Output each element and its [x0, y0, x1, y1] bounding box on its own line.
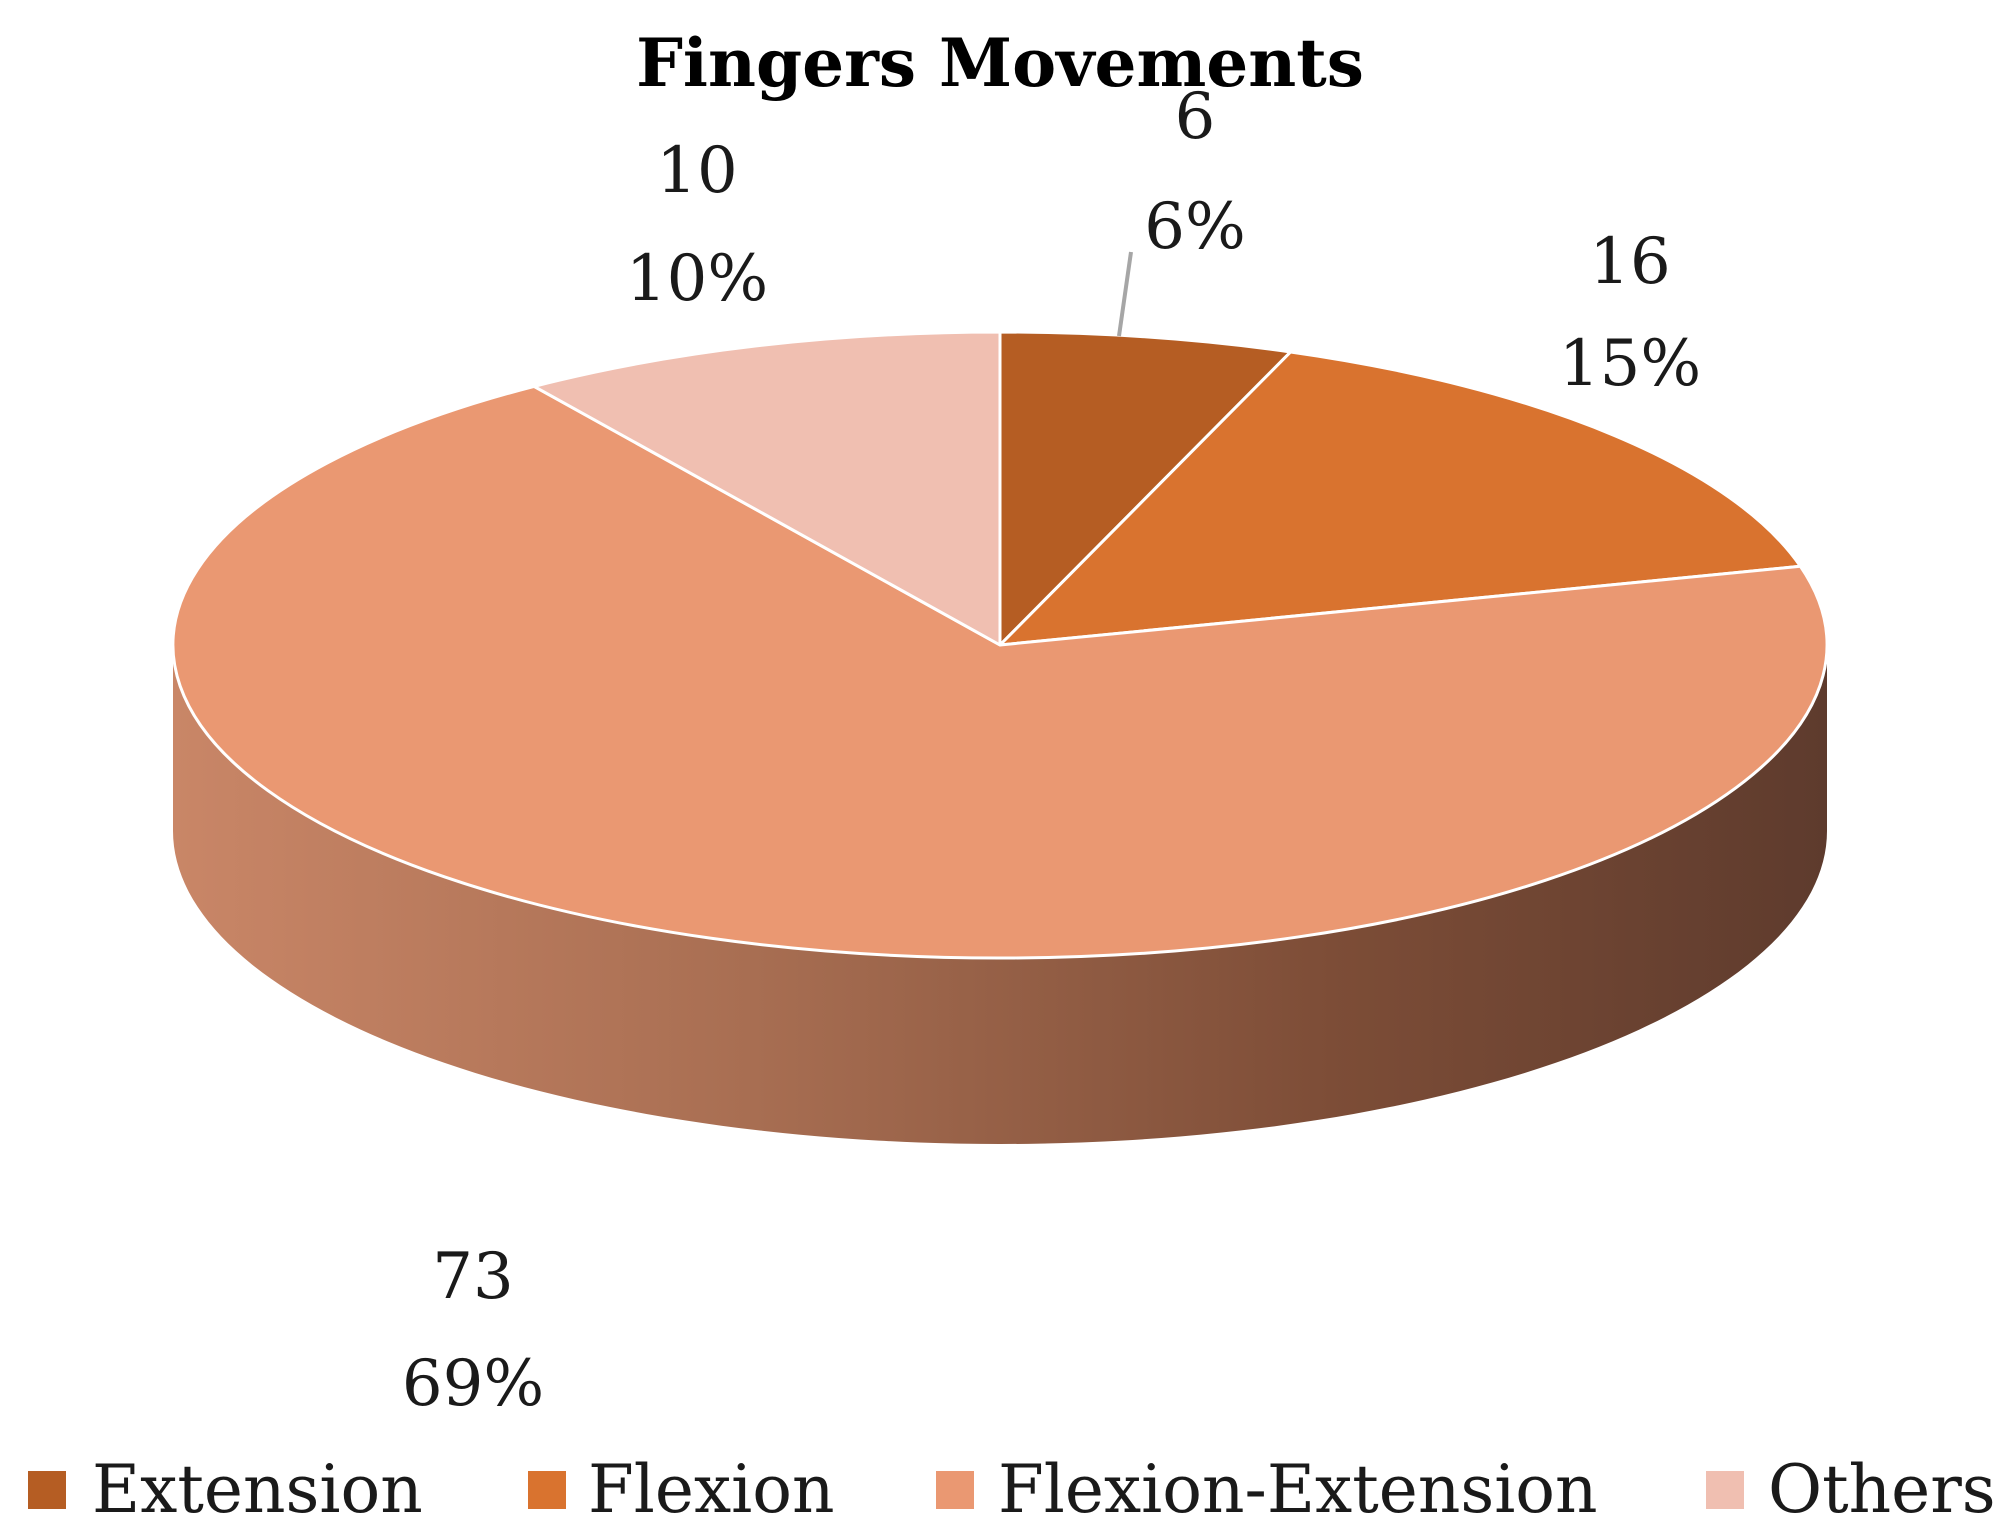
pie-slice-others	[532, 330, 1002, 647]
percent-label-extension: 6%	[1144, 190, 1246, 264]
chart-title: Fingers Movements	[636, 24, 1364, 102]
legend-swatch-flexion-extension	[936, 1471, 974, 1509]
percent-label-flexion-extension: 69%	[402, 1347, 544, 1421]
percent-label-others: 10%	[626, 242, 768, 316]
legend-swatch-flexion	[528, 1471, 566, 1509]
leader-lines	[1117, 251, 1133, 337]
pie-side-flexion-extension	[173, 645, 1827, 1144]
legend-swatch-others	[1706, 1471, 1744, 1509]
legend-swatch-extension	[28, 1471, 66, 1509]
pie-top-slices	[171, 330, 1829, 960]
legend-label-flexion-extension: Flexion-Extension	[998, 1451, 1598, 1528]
value-label-others: 10	[656, 134, 737, 208]
legend: Extension Flexion Flexion-Extension Others	[28, 1451, 1996, 1528]
value-label-extension: 6	[1175, 80, 1216, 154]
pie-slice-extension	[998, 330, 1293, 647]
legend-label-others: Others	[1768, 1451, 1996, 1528]
value-label-flexion-extension: 73	[432, 1240, 513, 1314]
legend-label-flexion: Flexion	[588, 1451, 835, 1528]
pie-slice-flexion-extension	[171, 384, 1829, 960]
leader-line-extension	[1117, 251, 1133, 337]
percent-label-flexion: 15%	[1559, 327, 1701, 401]
pie-side-wall	[173, 645, 1827, 1144]
pie-slice-flexion	[998, 350, 1802, 647]
value-label-flexion: 16	[1589, 225, 1670, 299]
legend-label-extension: Extension	[92, 1451, 423, 1528]
data-labels: 6 6% 16 15% 73 69% 10 10%	[402, 80, 1701, 1421]
